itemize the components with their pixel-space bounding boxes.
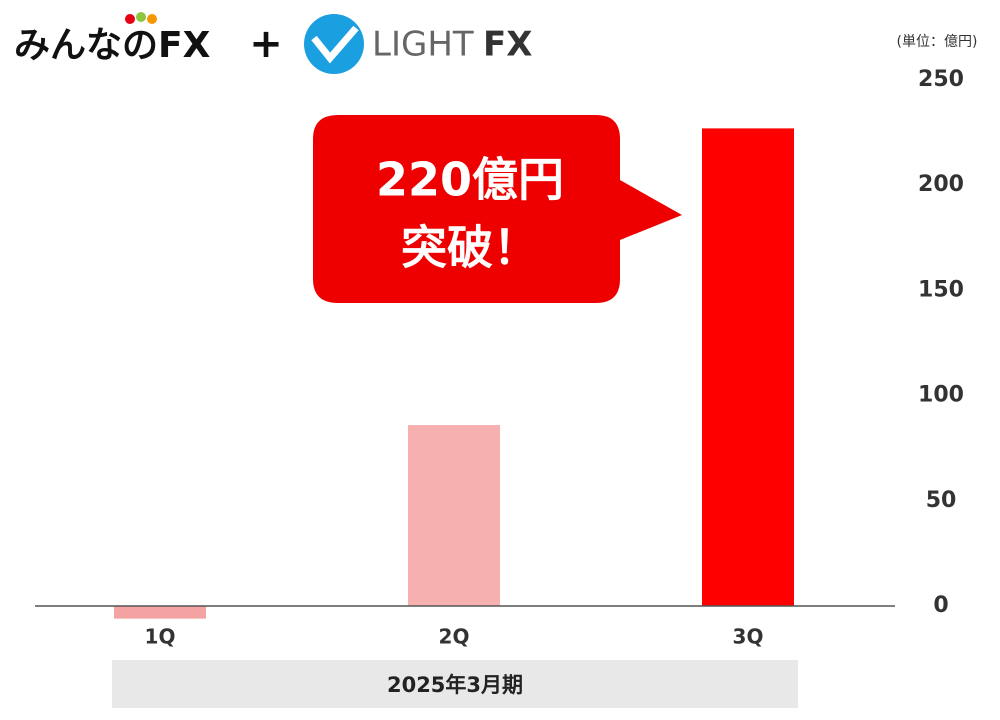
x-tick-label: 3Q: [733, 625, 764, 649]
y-tick-label: 150: [918, 277, 964, 302]
callout-bubble: [313, 115, 682, 303]
light-fx-check: [311, 25, 359, 64]
plus-sign: +: [249, 21, 283, 67]
brand-logo-2-suffix: FX: [483, 25, 532, 65]
y-tick-label: 200: [918, 172, 964, 197]
callout-text: 突破！: [401, 221, 539, 275]
bar: [408, 425, 500, 606]
light-fx-icon: [304, 14, 364, 74]
logo-dots: [125, 12, 157, 24]
brand-logo-2: LIGHT: [372, 25, 474, 65]
callout: 220億円 突破！: [313, 115, 682, 303]
callout-text: 220億円: [376, 153, 564, 207]
group-label-box: [112, 660, 798, 708]
y-tick-label: 100: [918, 383, 964, 408]
y-tick-label: 0: [933, 593, 948, 618]
x-tick-label: 1Q: [145, 625, 176, 649]
unit-label: (単位：億円): [897, 34, 978, 50]
bar: [114, 606, 206, 619]
group-label: 2025年3月期: [387, 673, 523, 697]
brand-logo: みんなのFX: [14, 25, 211, 66]
bar: [702, 128, 794, 606]
x-tick-label: 2Q: [439, 625, 470, 649]
y-tick-label: 50: [926, 488, 957, 513]
y-tick-label: 250: [918, 67, 964, 92]
